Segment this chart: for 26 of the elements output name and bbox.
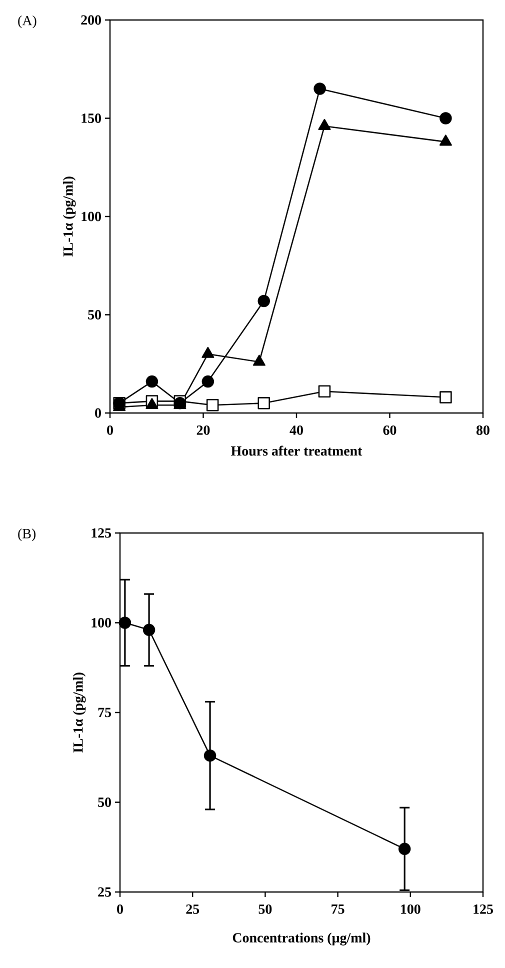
x-tick-label: 80 — [476, 425, 490, 435]
x-tick-label: 0 — [117, 904, 123, 914]
x-tick-label: 20 — [196, 425, 210, 435]
y-tick-label: 75 — [98, 708, 111, 718]
x-tick-label: 125 — [474, 904, 493, 914]
x-tick-label: 40 — [290, 425, 303, 435]
x-tick-label: 50 — [258, 904, 272, 914]
y-tick-label: 25 — [98, 887, 111, 897]
y-axis-title: IL-1α (pg/ml) — [62, 176, 76, 257]
x-tick-label: 60 — [383, 425, 396, 435]
y-tick-label: 150 — [82, 114, 101, 123]
y-tick-label: 100 — [82, 212, 101, 222]
y-tick-label: 50 — [98, 798, 111, 807]
chart-title: (B) — [18, 528, 36, 542]
y-axis-title: IL-1α (pg/ml) — [72, 672, 86, 753]
y-tick-label: 125 — [92, 528, 111, 538]
x-tick-label: 25 — [186, 904, 200, 914]
x-tick-label: 75 — [332, 904, 344, 914]
y-tick-label: 50 — [88, 310, 101, 320]
x-axis-title: Concentrations (µg/ml) — [232, 932, 370, 946]
x-tick-label: 100 — [401, 904, 420, 914]
x-axis-title: Hours after treatment — [231, 446, 362, 456]
y-tick-label: 0 — [95, 408, 101, 418]
chart-title: (A) — [18, 15, 36, 28]
y-tick-label: 100 — [92, 618, 111, 628]
y-tick-label: 200 — [81, 15, 101, 25]
